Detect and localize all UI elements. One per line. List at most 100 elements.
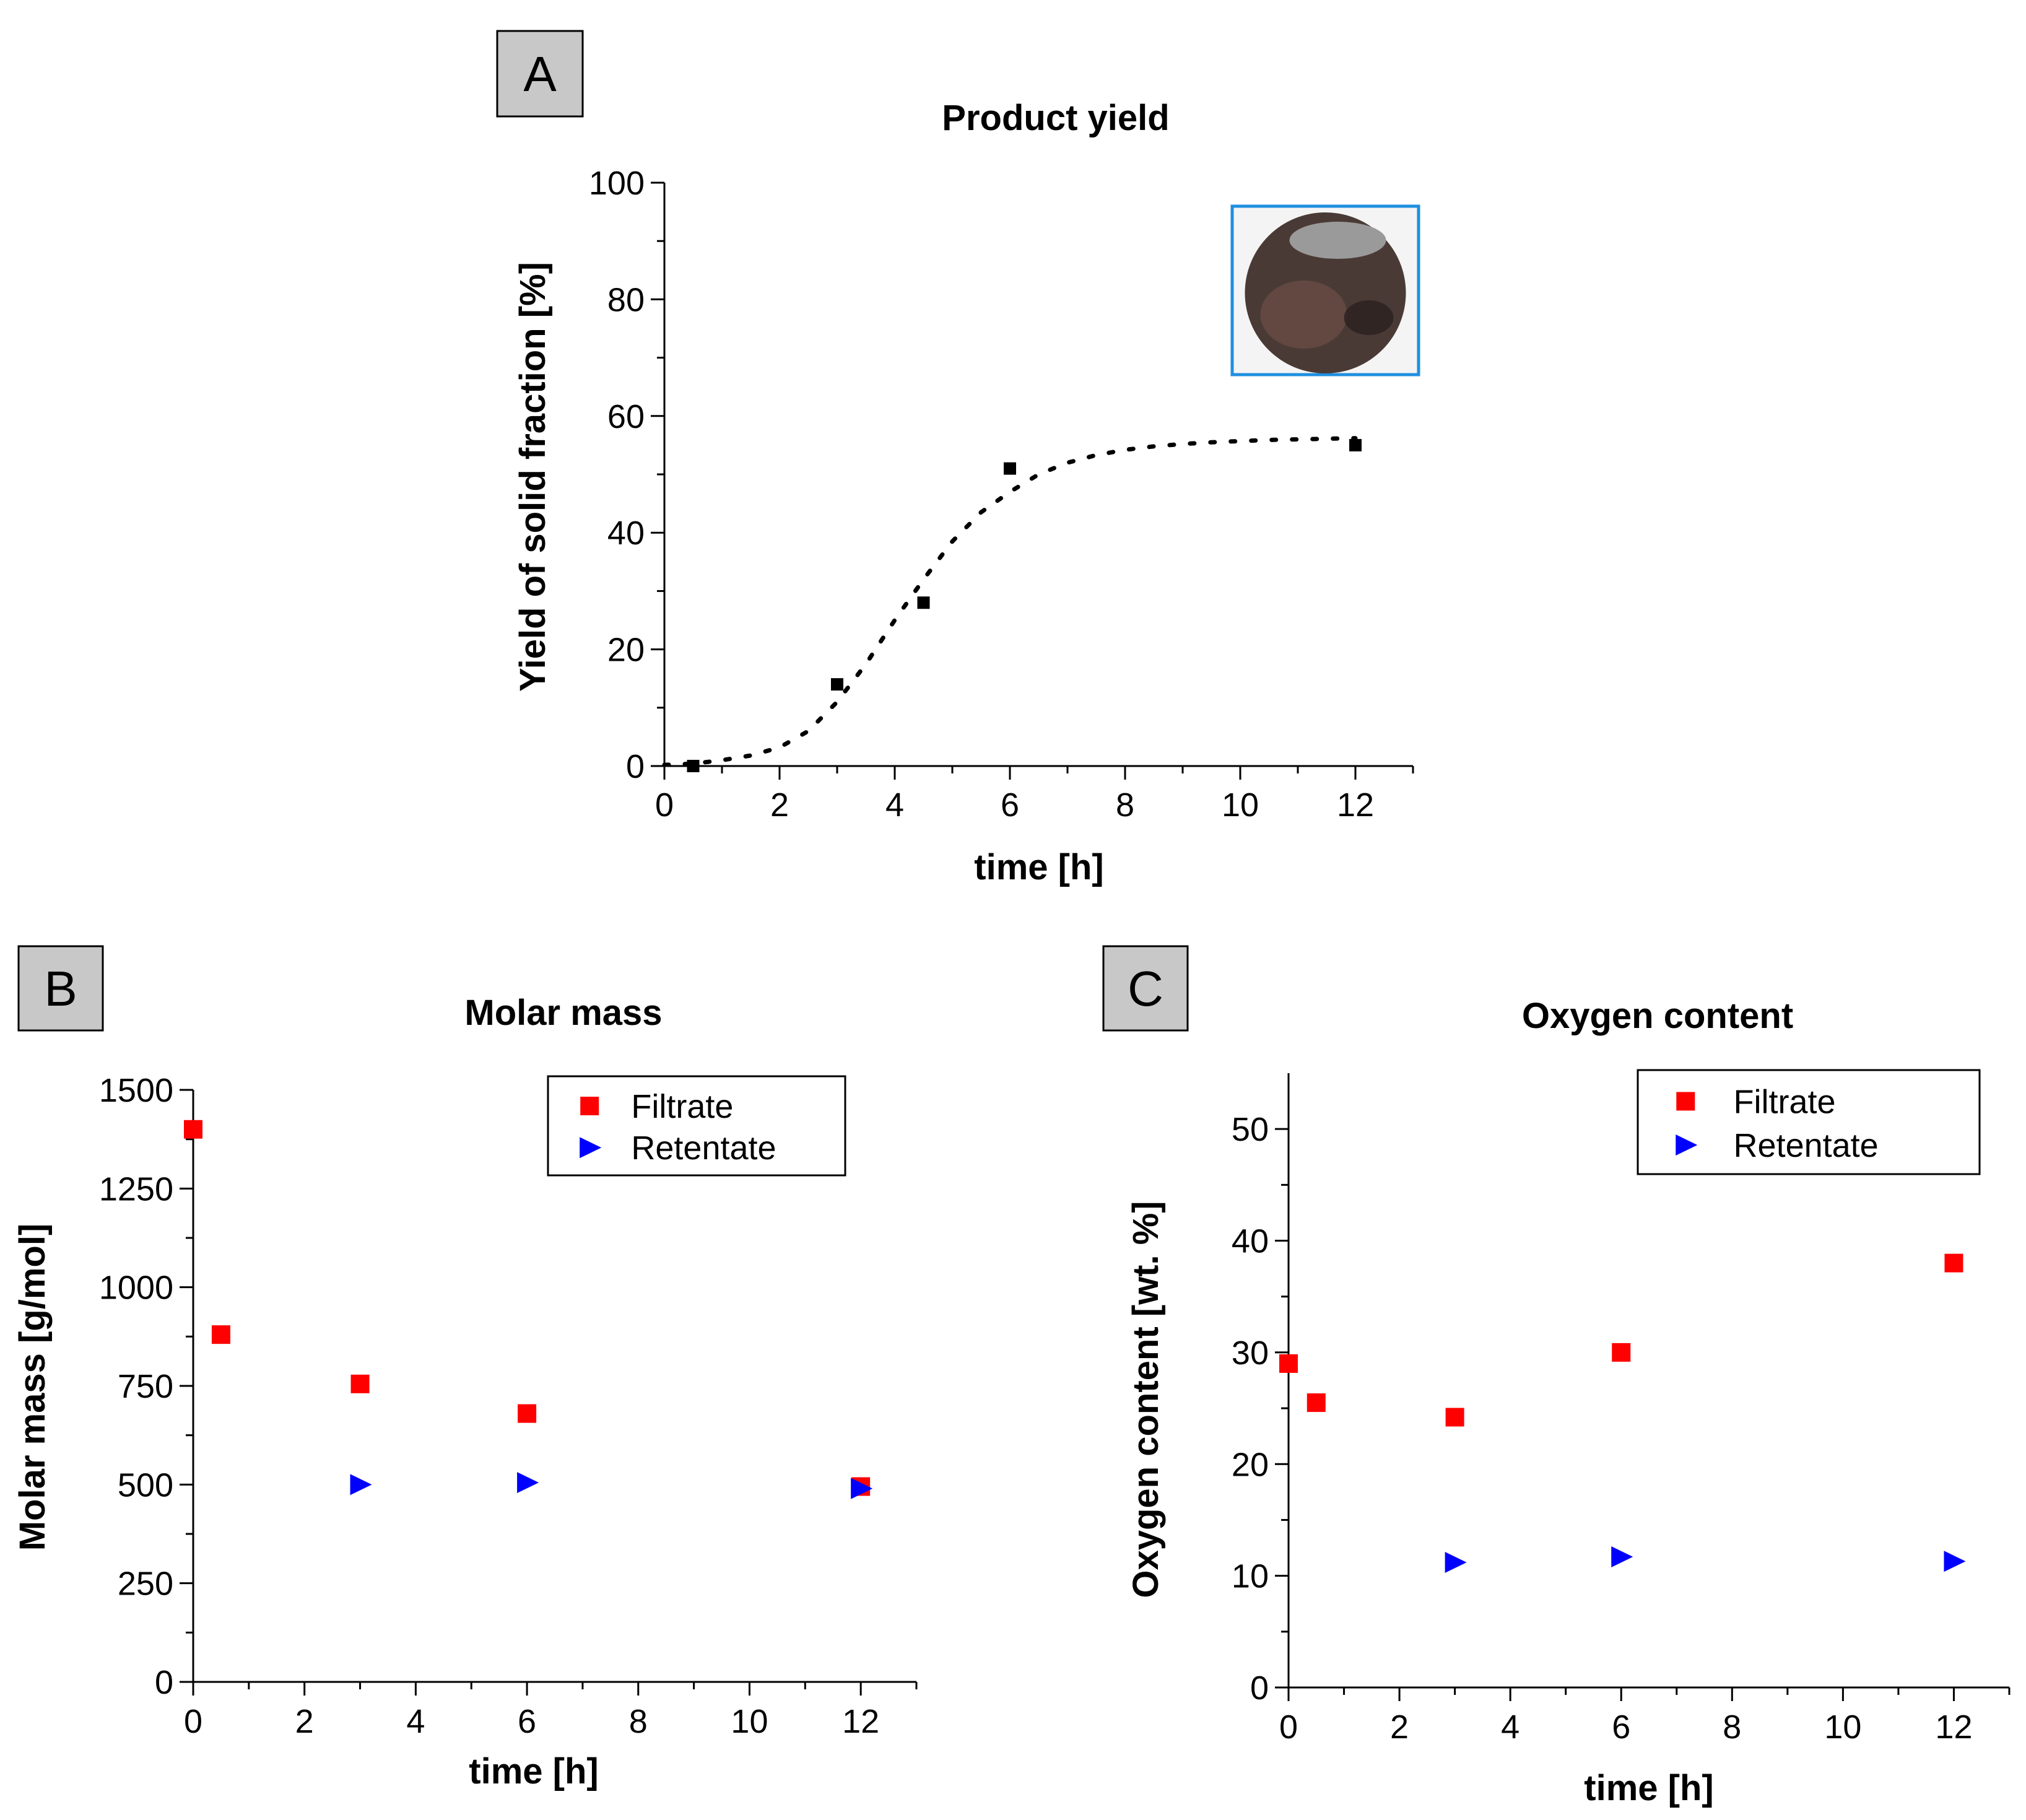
y-tick-label: 60: [607, 398, 645, 435]
x-tick-label: 10: [1222, 786, 1259, 824]
legend-box: [1637, 1069, 1981, 1175]
legend-marker: [1676, 1134, 1698, 1156]
x-axis-label: time [h]: [1584, 1768, 1713, 1808]
y-tick-label: 80: [607, 281, 645, 318]
legend: Filtrate Retentate: [1637, 1069, 1981, 1175]
x-tick-label: 2: [295, 1703, 314, 1740]
y-tick-label: 1000: [99, 1269, 173, 1307]
y-tick-label: 0: [1250, 1670, 1269, 1707]
data-point: [184, 1120, 202, 1139]
sample-stain: [1260, 281, 1347, 349]
x-tick-label: 0: [184, 1703, 202, 1740]
y-tick-label: 20: [1232, 1446, 1269, 1483]
data-point: [211, 1325, 230, 1344]
x-tick-label: 8: [1116, 786, 1134, 824]
legend-label: Retentate: [631, 1130, 776, 1167]
chart-title: Product yield: [942, 98, 1169, 138]
data-point: [518, 1404, 537, 1423]
data-point: [517, 1472, 539, 1494]
legend-label: Retentate: [1734, 1127, 1879, 1164]
data-point: [1944, 1253, 1963, 1273]
x-tick-label: 4: [1501, 1709, 1520, 1746]
y-axis-label: Molar mass [g/mol]: [12, 1224, 53, 1551]
data-point: [851, 1478, 873, 1499]
data-point: [1445, 1408, 1464, 1427]
y-tick-label: 40: [607, 515, 645, 552]
y-tick-label: 30: [1232, 1335, 1269, 1372]
x-axis-label: time [h]: [974, 847, 1103, 887]
panel-letter-box: [17, 945, 104, 1032]
y-tick-label: 250: [118, 1565, 173, 1603]
y-tick-label: 500: [118, 1466, 173, 1504]
sample-flake: [1344, 300, 1394, 335]
data-point: [1279, 1354, 1298, 1373]
series-retentate: [350, 1472, 873, 1499]
panel-c: C Oxygen content 0 2 4 6 8 10 12 0 10 20 30 40 50 time …: [1102, 945, 2011, 1808]
x-tick-label: 12: [1337, 786, 1374, 824]
x-tick-label: 12: [842, 1703, 879, 1740]
x-tick-label: 6: [1612, 1709, 1630, 1746]
x-tick-label: 8: [1723, 1709, 1741, 1746]
x-tick-label: 0: [1279, 1709, 1298, 1746]
x-tick-label: 2: [1390, 1709, 1409, 1746]
legend-marker: [580, 1097, 599, 1115]
series-retentate: [1445, 1546, 1966, 1573]
data-point: [1004, 462, 1016, 475]
series-filtrate: [184, 1120, 871, 1496]
x-tick-label: 4: [885, 786, 904, 824]
x-tick-label: 10: [731, 1703, 768, 1740]
y-tick-label: 100: [589, 165, 645, 202]
y-tick-label: 0: [155, 1664, 173, 1701]
series-yield: [687, 438, 1362, 772]
x-tick-label: 6: [1001, 786, 1019, 824]
x-tick-label: 12: [1935, 1709, 1972, 1746]
fit-curve: [662, 436, 1358, 767]
data-point: [1612, 1343, 1631, 1362]
y-tick-label: 20: [607, 632, 645, 669]
series-filtrate: [1279, 1253, 1963, 1427]
legend-label: Filtrate: [631, 1088, 733, 1125]
data-point: [917, 596, 930, 609]
x-tick-label: 4: [406, 1703, 425, 1740]
y-tick-label: 0: [626, 748, 645, 785]
data-point: [1445, 1551, 1467, 1573]
panel-b: B Molar mass 0 2 4 6 8 10 12 0 250 500 750 1000 1250 15…: [12, 945, 918, 1792]
y-tick-label: 40: [1232, 1223, 1269, 1260]
panel-letter-box: [496, 30, 584, 118]
panel-a: A Product yield 0 2 4 6 8 10 12 0 20 40 60 80 100 time …: [496, 30, 1420, 887]
x-tick-label: 0: [655, 786, 674, 824]
y-tick-label: 50: [1232, 1111, 1269, 1148]
data-point: [831, 678, 843, 691]
inset-photo: [1230, 204, 1420, 377]
y-tick-label: 1250: [99, 1170, 173, 1208]
y-axis-label: Oxygen content [wt. %]: [1126, 1201, 1166, 1598]
y-tick-label: 10: [1232, 1558, 1269, 1595]
legend-marker: [580, 1137, 602, 1159]
data-point: [1611, 1546, 1633, 1567]
x-tick-label: 8: [629, 1703, 648, 1740]
data-point: [1944, 1551, 1966, 1572]
chart-title: Oxygen content: [1522, 996, 1793, 1036]
y-tick-label: 1500: [99, 1072, 173, 1109]
data-point: [1306, 1393, 1326, 1413]
x-axis-label: time [h]: [469, 1751, 598, 1792]
panel-letter: B: [44, 961, 77, 1016]
legend-marker: [1676, 1092, 1695, 1111]
data-point: [350, 1474, 372, 1496]
x-tick-label: 6: [518, 1703, 536, 1740]
sample-shine: [1289, 222, 1386, 259]
panel-letter: A: [523, 46, 557, 102]
data-point: [1349, 438, 1362, 451]
series-fit: [662, 436, 1358, 767]
x-tick-label: 10: [1824, 1709, 1861, 1746]
x-tick-label: 2: [770, 786, 789, 824]
chart-title: Molar mass: [464, 993, 662, 1033]
y-axis-label: Yield of solid fraction [%]: [513, 262, 553, 692]
data-point: [350, 1374, 370, 1393]
panel-letter-box: [1102, 945, 1189, 1032]
y-tick-label: 750: [118, 1368, 173, 1405]
panel-letter: C: [1128, 961, 1163, 1016]
legend-box: [547, 1075, 846, 1177]
legend-label: Filtrate: [1734, 1083, 1836, 1120]
